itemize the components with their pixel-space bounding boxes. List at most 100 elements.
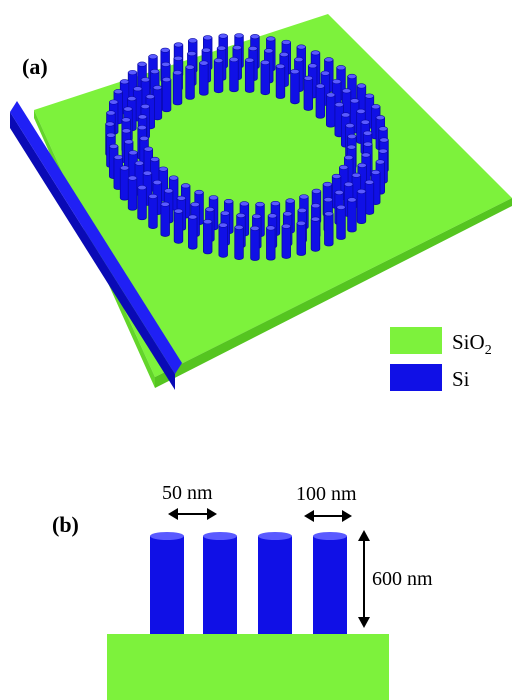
ring-pillar-top: [216, 45, 227, 51]
ring-pillar-body: [234, 226, 244, 260]
ring-pillar-top: [234, 224, 244, 230]
ring-pillar-top: [297, 207, 307, 213]
ring-pillar-top: [164, 188, 174, 194]
ring-pillar-body: [218, 224, 228, 258]
legend-swatch-sio2: [390, 327, 442, 354]
ring-pillar: [290, 69, 300, 105]
ring-pillar-top: [356, 188, 367, 194]
ring-pillar-top: [283, 211, 293, 217]
ring-pillar-body: [203, 221, 213, 255]
ring-pillar-body: [250, 227, 260, 261]
ring-pillar: [315, 83, 326, 119]
ring-pillar: [336, 204, 346, 240]
ring-pillar-top: [281, 223, 291, 229]
ring-pillar-top: [188, 214, 198, 220]
ring-pillar-top: [124, 139, 134, 145]
ring-pillar-top: [299, 194, 309, 200]
ring-pillar: [218, 222, 228, 258]
ring-pillar-top: [201, 47, 211, 53]
ring-pillar-body: [119, 167, 130, 201]
ring-pillar-top: [322, 181, 333, 187]
ring-pillar-top: [213, 58, 224, 64]
ring-pillar: [266, 225, 276, 261]
ring-pillar-top: [134, 160, 144, 166]
ring-pillar-top: [187, 51, 197, 57]
ring-pillar-top: [344, 155, 354, 161]
ring-pillar-top: [326, 92, 336, 98]
diameter-label: 100 nm: [296, 483, 357, 505]
ring-pillar-top: [119, 165, 130, 171]
cross-pillar-body: [313, 536, 347, 634]
ring-pillar-top: [245, 57, 255, 63]
ring-pillar-top: [173, 208, 184, 214]
ring-pillar-body: [188, 216, 198, 250]
ring-pillar-top: [119, 79, 130, 85]
ring-pillar: [296, 220, 306, 256]
ring-pillar-top: [105, 121, 115, 127]
ring-pillar-top: [109, 143, 119, 149]
ring-pillar-body: [310, 218, 321, 252]
ring-pillar-top: [334, 189, 344, 195]
ring-pillar-body: [281, 225, 291, 259]
ring-pillar-body: [172, 72, 183, 106]
ring-pillar-top: [220, 210, 230, 216]
waveguide-side-face: [10, 112, 175, 390]
ring-pillar-body: [244, 59, 255, 93]
ring-pillar-top: [250, 34, 260, 40]
ring-pillar-top: [311, 203, 321, 209]
ring-pillar-top: [113, 154, 123, 160]
ring-pillar-top: [275, 63, 286, 69]
ring-pillar: [188, 214, 198, 250]
ring-pillar-body: [336, 206, 346, 240]
ring-pillar-top: [248, 46, 258, 52]
panel-b: (b) 50 nm 100 nm 600 nm: [52, 482, 433, 700]
ring-pillar-top: [161, 61, 171, 67]
ring-pillar-top: [145, 94, 155, 100]
pillar-ring: [105, 33, 389, 261]
ring-pillar-top: [106, 132, 116, 138]
ring-pillar-top: [375, 159, 385, 165]
ring-pillar: [185, 64, 195, 100]
ring-pillar-top: [148, 193, 158, 199]
ring-pillar-body: [260, 62, 270, 96]
ring-pillar-top: [152, 85, 163, 91]
ring-pillar-top: [188, 38, 198, 44]
sio2-substrate-cross-section: [107, 634, 389, 700]
height-dimension: 600 nm: [358, 530, 433, 628]
ring-pillar-top: [106, 110, 116, 116]
cross-pillar-body: [258, 536, 292, 634]
ring-pillar-top: [320, 70, 330, 76]
ring-pillar-top: [199, 60, 209, 66]
ring-pillar-top: [364, 93, 375, 99]
ring-pillar-top: [285, 198, 295, 204]
ring-pillar-top: [347, 197, 357, 203]
substrate-right-edge: [155, 198, 512, 388]
ring-pillar: [203, 219, 213, 255]
ring-pillar-top: [173, 42, 184, 48]
ring-pillar-top: [264, 48, 274, 54]
ring-pillar-top: [379, 137, 389, 143]
ring-pillar: [172, 70, 183, 106]
ring-pillar-top: [158, 166, 168, 172]
ring-pillar-top: [137, 114, 148, 120]
ring-pillar-top: [332, 79, 342, 85]
ring-pillar-body: [275, 65, 286, 99]
cross-pillar-1: [150, 532, 184, 634]
ring-pillar-top: [266, 225, 276, 231]
ring-pillar-top: [203, 35, 213, 41]
ring-pillar-top: [296, 44, 306, 50]
ring-pillar-body: [161, 79, 172, 113]
ring-pillar: [148, 193, 158, 229]
bus-waveguide: [10, 101, 182, 390]
ring-pillar-top: [344, 181, 354, 187]
panel-b-label: (b): [52, 512, 79, 537]
cross-pillar-3: [258, 532, 292, 634]
ring-pillar-top: [361, 152, 371, 158]
ring-pillar-top: [176, 195, 186, 201]
ring-pillar: [347, 197, 357, 233]
ring-pillar-top: [239, 201, 249, 207]
ring-pillar: [152, 85, 163, 121]
ring-pillar-body: [173, 210, 184, 244]
ring-pillar-body: [229, 59, 239, 93]
ring-pillar-top: [252, 213, 262, 219]
